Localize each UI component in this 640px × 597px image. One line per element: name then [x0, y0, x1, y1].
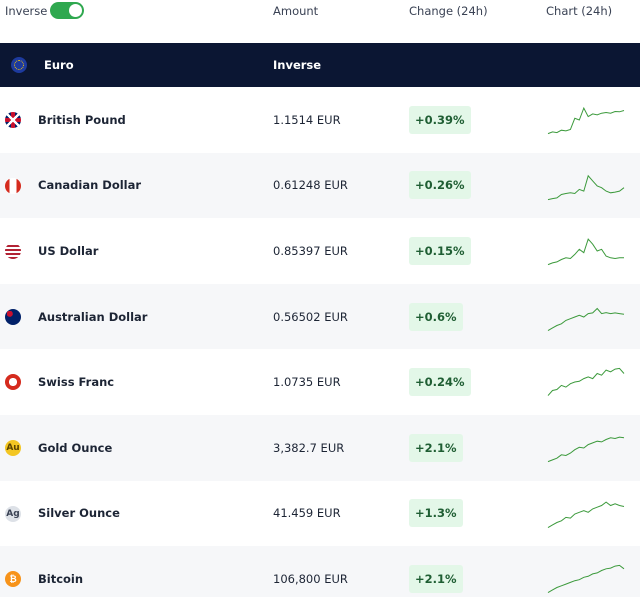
- amount: 1.1514 EUR: [273, 112, 341, 127]
- change-badge: +1.3%: [409, 499, 463, 528]
- currency-name: Canadian Dollar: [38, 178, 142, 193]
- icon-text: ₿: [9, 574, 17, 585]
- change-cell: +0.15%: [409, 218, 471, 284]
- row-icon: ₿: [5, 571, 21, 588]
- change-cell: +2.1%: [409, 415, 463, 481]
- currency-name: British Pound: [38, 112, 126, 127]
- eu-flag: [11, 57, 27, 73]
- amount: 106,800 EUR: [273, 571, 348, 586]
- change-badge: +2.1%: [409, 564, 463, 593]
- row-icon: [5, 308, 21, 325]
- sparkline-line: [547, 307, 625, 331]
- toggle-label: Inverse: [5, 4, 48, 18]
- change-badge: +0.24%: [409, 368, 471, 397]
- toggle-knob: [69, 4, 82, 17]
- row-icon: Au: [5, 440, 21, 456]
- sparkline: [547, 307, 625, 331]
- amount: 3,382.7 EUR: [273, 440, 345, 455]
- currency-name: US Dollar: [38, 243, 99, 258]
- sparkline: [547, 106, 625, 135]
- currency-name: Gold Ounce: [38, 440, 113, 455]
- change-badge: +0.26%: [409, 171, 471, 200]
- base-mode: Inverse: [273, 58, 322, 72]
- sparkline-line: [547, 368, 625, 397]
- table-row: Canadian Dollar 0.61248 EUR +0.26%: [0, 152, 640, 219]
- column-header: Amount: [273, 4, 319, 18]
- sparkline-line: [547, 436, 625, 463]
- column-header: Change (24h): [409, 4, 488, 18]
- change-badge: +2.1%: [409, 433, 463, 462]
- change-cell: +0.6%: [409, 284, 463, 350]
- table-row: Swiss Franc 1.0735 EUR +0.24%: [0, 349, 640, 415]
- row-icon: Ag: [5, 505, 21, 522]
- sparkline: [547, 436, 625, 463]
- change-cell: +1.3%: [409, 481, 463, 547]
- amount: 0.61248 EUR: [273, 178, 348, 193]
- sparkline: [547, 501, 625, 528]
- currency-name: Swiss Franc: [38, 375, 115, 390]
- column-header: Chart (24h): [546, 4, 613, 18]
- change-cell: +0.39%: [409, 87, 471, 153]
- sparkline-line: [547, 238, 624, 266]
- row-icon: [5, 112, 21, 128]
- table-row: US Dollar 0.85397 EUR +0.15%: [0, 218, 640, 284]
- sparkline: [547, 368, 625, 397]
- sparkline: [547, 238, 624, 266]
- currency-name: Silver Ounce: [38, 506, 120, 521]
- sparkline-line: [547, 565, 625, 594]
- sparkline-line: [547, 174, 625, 200]
- row-icon: [5, 177, 21, 194]
- base-name: Euro: [44, 58, 74, 72]
- change-badge: +0.6%: [409, 302, 463, 331]
- amount: 0.85397 EUR: [273, 243, 348, 258]
- row-icon: [5, 374, 21, 391]
- toggle-switch[interactable]: [50, 2, 84, 19]
- amount: 1.0735 EUR: [273, 375, 341, 390]
- icon-text: Ag: [6, 508, 20, 519]
- sparkline-line: [547, 106, 625, 135]
- change-cell: +0.24%: [409, 349, 471, 415]
- amount: 41.459 EUR: [273, 506, 341, 521]
- change-cell: +0.26%: [409, 153, 471, 219]
- table-row: Australian Dollar 0.56502 EUR +0.6%: [0, 283, 640, 350]
- sparkline: [547, 565, 625, 594]
- change-badge: +0.15%: [409, 236, 471, 265]
- currency-name: Australian Dollar: [38, 309, 148, 324]
- sparkline-line: [547, 501, 625, 528]
- base-row: Euro Inverse: [0, 43, 640, 87]
- sparkline: [547, 174, 625, 200]
- amount: 0.56502 EUR: [273, 309, 348, 324]
- row-icon: [5, 243, 21, 260]
- table-row: Au Gold Ounce 3,382.7 EUR +2.1%: [0, 415, 640, 481]
- table-row: British Pound 1.1514 EUR +0.39%: [0, 87, 640, 153]
- currency-name: Bitcoin: [38, 571, 84, 586]
- table-row: ₿ Bitcoin 106,800 EUR +2.1%: [0, 546, 640, 597]
- eu-stars: [14, 60, 24, 70]
- table-row: Ag Silver Ounce 41.459 EUR +1.3%: [0, 481, 640, 547]
- icon-text: Au: [6, 443, 20, 453]
- change-cell: +2.1%: [409, 546, 463, 597]
- change-badge: +0.39%: [409, 105, 471, 134]
